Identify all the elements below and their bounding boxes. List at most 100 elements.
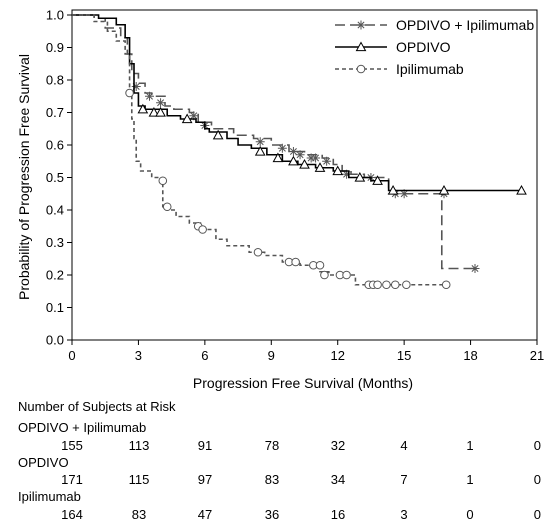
asterisk-marker <box>156 98 166 108</box>
triangle-marker <box>254 145 266 156</box>
risk-value: 115 <box>129 472 150 487</box>
risk-value: 91 <box>198 438 212 453</box>
x-tick-label: 18 <box>463 348 477 363</box>
x-tick-label: 9 <box>268 348 275 363</box>
asterisk-marker <box>470 264 480 273</box>
asterisk-marker <box>322 156 332 166</box>
legend-label: OPDIVO + Ipilimumab <box>396 17 534 33</box>
x-tick-label: 6 <box>201 348 208 363</box>
circle-marker <box>356 64 366 74</box>
x-tick-label: 15 <box>397 348 411 363</box>
asterisk-marker <box>255 137 265 147</box>
series-line-0 <box>72 14 475 270</box>
risk-row-label: Ipilimumab <box>18 489 81 504</box>
triangle-marker <box>137 103 149 114</box>
triangle-marker <box>332 165 344 176</box>
asterisk-marker <box>131 82 141 91</box>
y-tick-label: 0.1 <box>46 300 64 315</box>
circle-marker <box>342 270 351 280</box>
circle-marker <box>198 225 207 234</box>
y-tick-label: 0.6 <box>46 138 64 153</box>
risk-value: 171 <box>61 472 83 487</box>
series-2 <box>72 14 451 290</box>
asterisk-marker <box>356 20 366 30</box>
risk-row-label: OPDIVO + Ipilimumab <box>18 420 146 435</box>
risk-value: 7 <box>400 472 407 487</box>
asterisk-marker <box>288 147 298 156</box>
risk-value: 113 <box>129 438 150 453</box>
asterisk-marker <box>277 143 287 153</box>
legend-label: OPDIVO <box>396 39 451 55</box>
risk-value: 83 <box>132 507 146 522</box>
risk-row-label: OPDIVO <box>18 455 69 470</box>
x-tick-label: 12 <box>330 348 344 363</box>
circle-marker <box>158 176 168 186</box>
risk-value: 34 <box>331 472 345 487</box>
triangle-marker <box>355 41 367 52</box>
circle-marker <box>402 280 411 290</box>
risk-value: 97 <box>198 472 212 487</box>
y-tick-label: 0.2 <box>46 268 64 283</box>
y-tick-label: 0.5 <box>46 170 64 185</box>
y-tick-label: 0.7 <box>46 105 64 120</box>
risk-value: 164 <box>61 507 83 522</box>
asterisk-marker <box>189 111 199 121</box>
asterisk-marker <box>295 150 305 160</box>
y-tick-label: 0.0 <box>46 333 64 348</box>
risk-value: 1 <box>466 438 473 453</box>
risk-value: 0 <box>534 472 541 487</box>
circle-marker <box>291 257 300 267</box>
legend-item: OPDIVO + Ipilimumab <box>335 17 534 33</box>
circle-marker <box>315 260 325 270</box>
triangle-marker <box>288 155 299 166</box>
axes: 0.0 0.1 0.2 0.3 0.4 0.5 0.6 0.7 0.8 0.9 1.0 0 3 6 9 12 1… <box>46 8 544 364</box>
y-tick-label: 0.9 <box>46 40 64 55</box>
risk-value: 3 <box>400 507 407 522</box>
x-tick-label: 21 <box>530 348 544 363</box>
triangle-marker <box>212 129 224 140</box>
risk-value: 36 <box>265 507 279 522</box>
y-tick-label: 0.4 <box>46 203 64 218</box>
circle-marker <box>125 88 134 98</box>
risk-value: 32 <box>331 438 345 453</box>
plot-frame <box>71 9 538 341</box>
legend: OPDIVO + Ipilimumab OPDIVO Ipilimumab <box>335 17 534 77</box>
y-axis-label: Probability of Progression Free Survival <box>16 54 32 300</box>
risk-value: 0 <box>534 438 541 453</box>
triangle-marker <box>354 171 366 182</box>
triangle-marker <box>314 162 326 172</box>
asterisk-marker <box>145 91 154 101</box>
triangle-marker <box>155 106 166 117</box>
x-axis-label: Progression Free Survival (Months) <box>193 375 413 391</box>
risk-table: Number of Subjects at Risk OPDIVO + Ipil… <box>18 399 541 522</box>
x-tick-label: 0 <box>68 348 75 363</box>
risk-value: 0 <box>466 507 473 522</box>
circle-marker <box>441 280 451 290</box>
triangle-marker <box>299 158 310 169</box>
x-tick-label: 3 <box>135 348 142 363</box>
circle-marker <box>373 280 382 290</box>
triangle-marker <box>181 113 193 124</box>
risk-value: 78 <box>265 438 279 453</box>
triangle-marker <box>372 175 383 185</box>
circle-marker <box>320 270 329 280</box>
y-tick-label: 0.3 <box>46 235 64 250</box>
triangle-marker <box>387 184 399 195</box>
risk-value: 0 <box>534 507 541 522</box>
risk-value: 1 <box>466 472 473 487</box>
y-tick-label: 1.0 <box>46 8 64 23</box>
triangle-marker <box>516 184 527 195</box>
circle-marker <box>253 247 263 257</box>
risk-value: 155 <box>61 438 83 453</box>
risk-value: 16 <box>331 507 345 522</box>
legend-item: OPDIVO <box>335 39 451 55</box>
asterisk-marker <box>311 153 321 163</box>
triangle-marker <box>438 184 450 195</box>
legend-label: Ipilimumab <box>396 61 464 77</box>
risk-value: 47 <box>198 507 212 522</box>
triangle-marker <box>272 152 284 163</box>
circle-marker <box>162 202 172 212</box>
risk-value: 83 <box>265 472 279 487</box>
legend-item: Ipilimumab <box>335 61 464 77</box>
